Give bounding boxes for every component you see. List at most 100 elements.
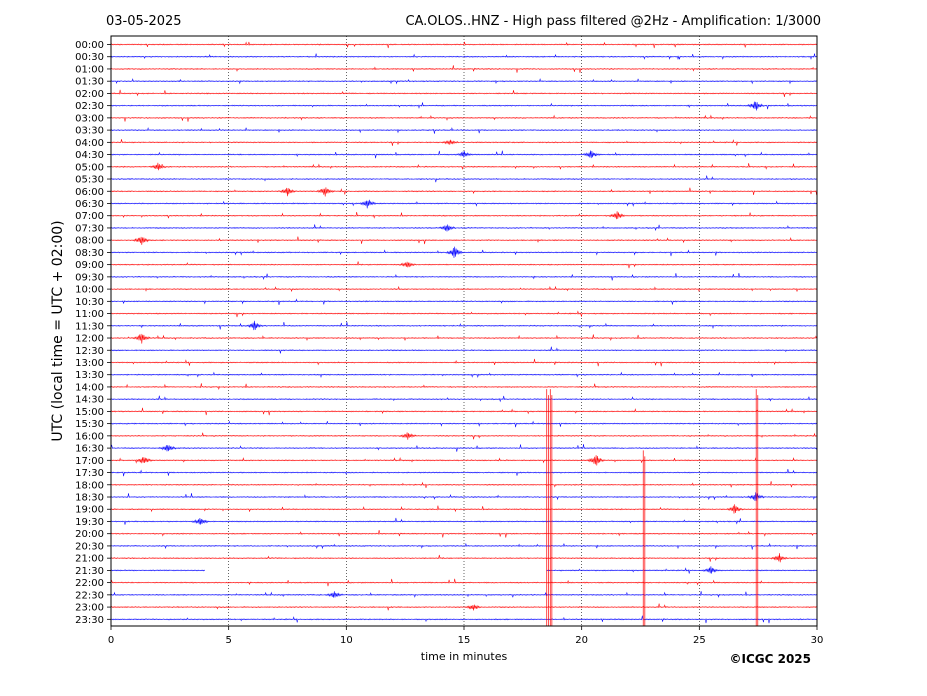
trace-line xyxy=(110,603,817,611)
trace-line xyxy=(110,358,817,367)
y-tick-label: 12:30 xyxy=(75,346,104,357)
y-tick-label: 15:00 xyxy=(75,407,104,418)
x-tick-label: 25 xyxy=(693,635,706,646)
y-tick-label: 01:30 xyxy=(75,77,104,88)
x-axis-label: time in minutes xyxy=(421,650,508,663)
y-tick-label: 10:00 xyxy=(75,285,104,296)
y-tick-label: 19:00 xyxy=(75,505,104,516)
trace-line xyxy=(110,578,817,587)
y-tick-label: 10:30 xyxy=(75,297,104,308)
y-tick-label: 14:30 xyxy=(75,395,104,406)
y-tick-label: 12:00 xyxy=(75,334,104,345)
trace-line xyxy=(110,383,817,390)
large-amplitude-spikes xyxy=(546,389,759,626)
trace-line xyxy=(110,246,817,258)
trace-line xyxy=(110,553,817,563)
y-tick-label: 20:00 xyxy=(75,529,104,540)
x-tick-label: 20 xyxy=(575,635,588,646)
trace-line xyxy=(110,591,817,598)
x-tick-label: 5 xyxy=(225,635,231,646)
trace-line xyxy=(110,127,817,134)
x-tick-label: 0 xyxy=(108,635,114,646)
y-tick-label: 20:30 xyxy=(75,541,104,552)
y-tick-label: 00:30 xyxy=(75,52,104,63)
y-tick-label: 08:00 xyxy=(75,236,104,247)
y-tick-label: 23:30 xyxy=(75,615,104,626)
trace-line xyxy=(110,407,817,416)
trace-line xyxy=(110,150,817,159)
y-tick-label: 16:30 xyxy=(75,444,104,455)
y-tick-label: 06:00 xyxy=(75,187,104,198)
trace-line xyxy=(110,566,817,574)
trace-line xyxy=(110,162,817,171)
trace-line xyxy=(110,101,817,111)
trace-line xyxy=(110,320,817,331)
vertical-gridlines xyxy=(228,36,700,626)
y-tick-label: 22:30 xyxy=(75,590,104,601)
trace-line xyxy=(110,530,817,538)
y-tick-label: 13:00 xyxy=(75,358,104,369)
y-tick-label: 21:00 xyxy=(75,554,104,565)
trace-line xyxy=(110,444,817,452)
seismic-traces xyxy=(110,41,817,624)
x-tick-label: 15 xyxy=(458,635,471,646)
y-tick-label: 19:30 xyxy=(75,517,104,528)
trace-line xyxy=(110,615,817,624)
trace-line xyxy=(110,395,817,403)
chart-station-title: CA.OLOS..HNZ - High pass filtered @2Hz -… xyxy=(405,14,821,29)
y-tick-label: 11:00 xyxy=(75,309,104,320)
y-tick-label: 17:00 xyxy=(75,456,104,467)
trace-line xyxy=(110,272,817,281)
trace-line xyxy=(110,517,817,525)
y-tick-label: 04:00 xyxy=(75,138,104,149)
trace-line xyxy=(110,504,817,514)
y-tick-label: 08:30 xyxy=(75,248,104,259)
trace-line xyxy=(110,310,817,318)
trace-line xyxy=(110,542,817,550)
y-tick-label: 06:30 xyxy=(75,199,104,210)
y-tick-label: 07:30 xyxy=(75,223,104,234)
chart-date-title: 03-05-2025 xyxy=(106,14,182,29)
y-tick-label: 14:00 xyxy=(75,382,104,393)
y-tick-label: 05:00 xyxy=(75,162,104,173)
y-tick-label: 21:30 xyxy=(75,566,104,577)
y-tick-label: 09:30 xyxy=(75,272,104,283)
trace-line xyxy=(110,371,817,379)
trace-line xyxy=(110,298,817,306)
trace-line xyxy=(110,199,817,209)
y-tick-label: 22:00 xyxy=(75,578,104,589)
y-tick-label: 03:30 xyxy=(75,126,104,137)
trace-line xyxy=(110,41,817,49)
copyright-credit: ©ICGC 2025 xyxy=(729,652,811,666)
trace-line xyxy=(110,175,817,183)
trace-line xyxy=(110,420,817,428)
trace-line xyxy=(110,285,817,293)
trace-line xyxy=(110,481,817,489)
trace-line xyxy=(110,78,817,85)
trace-line xyxy=(110,346,817,354)
y-tick-label: 15:30 xyxy=(75,419,104,430)
y-tick-label: 00:00 xyxy=(75,40,104,51)
y-tick-label: 05:30 xyxy=(75,175,104,186)
y-tick-label: 23:00 xyxy=(75,603,104,614)
x-axis-ticks: 0 5 10 15 20 25 30 xyxy=(108,626,824,646)
trace-line xyxy=(110,224,817,232)
trace-line xyxy=(110,455,817,466)
y-tick-label: 09:00 xyxy=(75,260,104,271)
trace-line xyxy=(110,53,817,61)
y-axis-label: UTC (local time = UTC + 02:00) xyxy=(50,220,66,441)
x-tick-label: 30 xyxy=(811,635,824,646)
y-tick-label: 16:00 xyxy=(75,431,104,442)
trace-line xyxy=(110,432,817,440)
y-tick-label: 13:30 xyxy=(75,370,104,381)
trace-line xyxy=(110,139,817,146)
y-tick-label: 18:00 xyxy=(75,480,104,491)
trace-line xyxy=(110,333,817,344)
trace-line xyxy=(110,187,817,197)
trace-line xyxy=(110,211,817,220)
y-tick-label: 01:00 xyxy=(75,64,104,75)
y-tick-label: 17:30 xyxy=(75,468,104,479)
y-tick-label: 02:30 xyxy=(75,101,104,112)
